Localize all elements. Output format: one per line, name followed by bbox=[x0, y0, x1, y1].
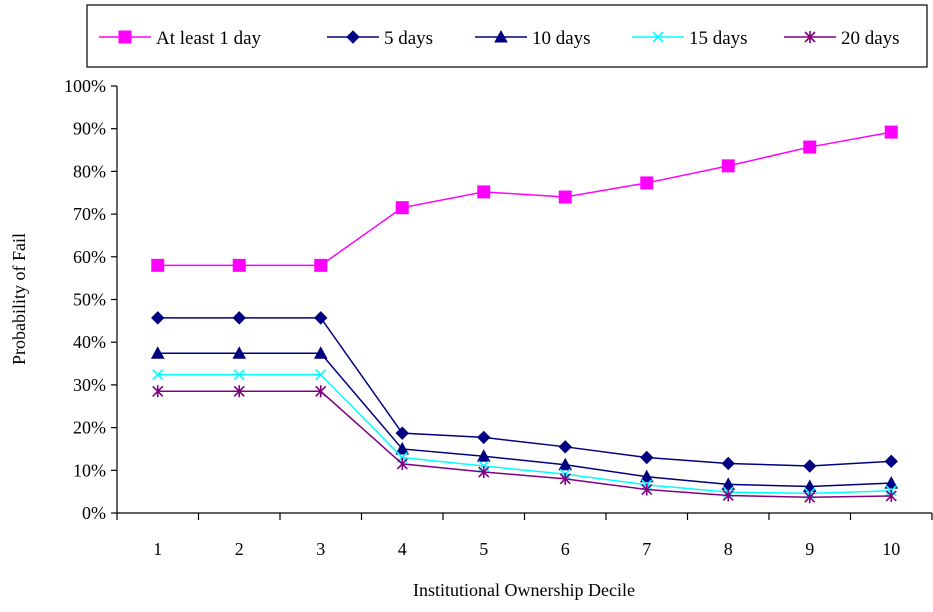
legend-marker bbox=[804, 31, 816, 43]
legend-label: 20 days bbox=[841, 28, 900, 49]
data-point bbox=[151, 258, 165, 272]
y-tick-label: 70% bbox=[73, 204, 106, 224]
legend-entry: 10 days bbox=[475, 28, 591, 49]
data-point bbox=[395, 201, 409, 215]
x-tick-label: 3 bbox=[316, 539, 325, 559]
data-point bbox=[721, 159, 735, 173]
y-tick-label: 40% bbox=[73, 332, 106, 352]
y-axis-label: Probability of Fail bbox=[9, 233, 29, 365]
data-point bbox=[314, 258, 328, 272]
data-point bbox=[558, 190, 572, 204]
x-tick-label: 2 bbox=[235, 539, 244, 559]
series-15-days bbox=[152, 369, 897, 499]
y-tick-label: 90% bbox=[73, 119, 106, 139]
data-point bbox=[803, 459, 817, 473]
legend-label: 15 days bbox=[689, 28, 748, 49]
series-at-least-1-day bbox=[151, 125, 898, 272]
data-point bbox=[640, 176, 654, 190]
y-tick-label: 20% bbox=[73, 418, 106, 438]
x-ticks: 1 2 3 4 5 6 7 8 9 10 bbox=[116, 513, 933, 559]
data-point bbox=[233, 369, 245, 381]
data-point bbox=[885, 489, 897, 502]
data-point bbox=[641, 483, 653, 496]
y-tick-label: 80% bbox=[73, 161, 106, 181]
x-tick-label: 6 bbox=[561, 539, 570, 559]
legend-marker bbox=[494, 29, 508, 43]
data-point bbox=[315, 369, 327, 381]
x-tick-label: 4 bbox=[398, 539, 407, 559]
y-ticks: 0% 10% 20% 30% 40% 50% 60% 70% 80% 90% 100% bbox=[64, 76, 117, 523]
data-point bbox=[152, 385, 164, 398]
data-point bbox=[884, 125, 898, 139]
data-point bbox=[559, 472, 571, 485]
x-tick-label: 9 bbox=[805, 539, 814, 559]
data-point bbox=[232, 346, 247, 359]
series bbox=[150, 125, 899, 504]
data-point bbox=[477, 430, 491, 445]
y-tick-label: 0% bbox=[82, 503, 106, 523]
y-tick-label: 60% bbox=[73, 247, 106, 267]
data-point bbox=[884, 454, 898, 469]
legend-entry: 20 days bbox=[784, 28, 900, 49]
data-point bbox=[558, 457, 573, 471]
legend-box bbox=[86, 4, 928, 68]
data-point bbox=[152, 369, 164, 381]
data-point bbox=[478, 466, 490, 479]
legend-entry: At least 1 day bbox=[99, 28, 262, 49]
x-tick-label: 10 bbox=[882, 539, 900, 559]
data-point bbox=[232, 311, 246, 325]
series-line bbox=[157, 390, 892, 498]
y-tick-label: 30% bbox=[73, 375, 106, 395]
legend-label: 10 days bbox=[532, 28, 591, 49]
data-point bbox=[721, 456, 735, 471]
y-tick-label: 10% bbox=[73, 460, 106, 480]
data-point bbox=[396, 457, 408, 470]
x-tick-label: 5 bbox=[479, 539, 488, 559]
legend-label: 5 days bbox=[384, 28, 433, 49]
data-point bbox=[314, 311, 328, 325]
data-point bbox=[804, 491, 816, 504]
data-point bbox=[721, 477, 736, 490]
data-point bbox=[151, 311, 165, 325]
data-point bbox=[558, 440, 572, 454]
series-line bbox=[157, 131, 892, 267]
series-line bbox=[157, 352, 892, 488]
x-tick-label: 7 bbox=[642, 539, 651, 559]
series-10-days bbox=[150, 346, 899, 493]
x-tick-label: 8 bbox=[724, 539, 733, 559]
y-tick-label: 50% bbox=[73, 290, 106, 310]
legend-marker bbox=[118, 30, 132, 44]
data-point bbox=[476, 449, 491, 462]
data-point bbox=[233, 385, 245, 398]
data-point bbox=[395, 441, 410, 455]
series-line bbox=[157, 317, 892, 467]
data-point bbox=[640, 450, 654, 465]
x-tick-label: 1 bbox=[153, 539, 162, 559]
series-20-days bbox=[152, 385, 897, 504]
legend-marker bbox=[346, 30, 360, 44]
legend-label: At least 1 day bbox=[156, 28, 262, 49]
data-point bbox=[884, 476, 899, 489]
y-tick-label: 100% bbox=[64, 76, 106, 96]
data-point bbox=[803, 140, 817, 154]
legend-entry: 15 days bbox=[632, 28, 748, 49]
legend-marker bbox=[652, 31, 664, 43]
data-point bbox=[315, 385, 327, 398]
x-axis-label: Institutional Ownership Decile bbox=[413, 580, 635, 600]
data-point bbox=[232, 258, 246, 272]
legend-entry: 5 days bbox=[327, 28, 433, 49]
series-5-days bbox=[151, 311, 898, 473]
data-point bbox=[150, 346, 165, 359]
legend: At least 1 day 5 days 10 days 15 days 20 day… bbox=[86, 4, 928, 68]
series-line bbox=[157, 373, 892, 495]
data-point bbox=[313, 346, 328, 359]
data-point bbox=[477, 185, 491, 199]
data-point bbox=[395, 426, 409, 440]
data-point bbox=[722, 489, 734, 502]
data-point bbox=[639, 469, 654, 483]
